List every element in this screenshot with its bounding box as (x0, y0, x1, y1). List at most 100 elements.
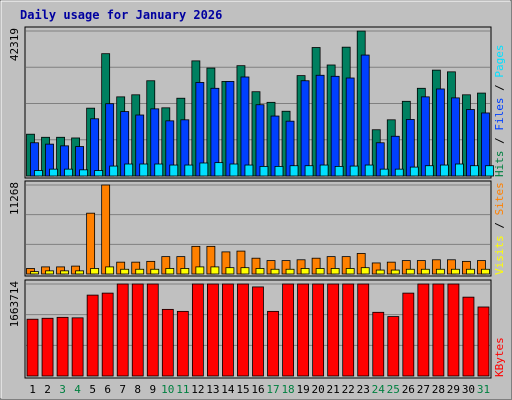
x-axis-labels: 1 2 3 4 5 6 7 8 9 10 11 12 13 14 15 16 17 18 19 20 21 22 23 24 2… (29, 383, 490, 396)
bar-kbytes-day-16 (252, 286, 264, 377)
bar-pages-day-19 (304, 165, 314, 177)
bar-files-day-16 (255, 104, 265, 177)
legend-entry-pages: Pages (493, 45, 506, 78)
bar-kbytes-day-7 (116, 283, 129, 377)
legend-bottom: KBytes (493, 337, 506, 377)
bar-visits-day-3 (60, 270, 69, 275)
bar-visits-day-25 (390, 269, 400, 275)
bar-visits-day-9 (150, 268, 160, 275)
bar-visits-day-23 (360, 267, 370, 275)
y-max-label: 42319 (8, 28, 21, 61)
x-tick-label: 25 (387, 383, 400, 396)
bar-visits-day-16 (255, 268, 265, 275)
bar-visits-day-2 (45, 270, 54, 275)
x-tick-label: 16 (251, 383, 264, 396)
bar-pages-day-9 (154, 163, 164, 177)
x-tick-label: 18 (281, 383, 294, 396)
x-tick-label: 24 (372, 383, 386, 396)
bar-files-day-19 (300, 80, 310, 177)
bar-kbytes-day-17 (267, 310, 279, 377)
x-tick-label: 10 (161, 383, 174, 396)
bar-kbytes-day-19 (297, 283, 309, 377)
legend-top: Hits / Files / Pages (493, 45, 506, 178)
bar-pages-day-10 (169, 164, 179, 177)
bar-pages-day-28 (439, 164, 449, 177)
chart-panels: 42319 11268 1663714 (8, 26, 494, 379)
bar-files-day-5 (90, 118, 100, 177)
x-tick-label: 12 (191, 383, 204, 396)
bar-pages-day-4 (79, 169, 88, 177)
bar-kbytes-day-18 (282, 283, 294, 377)
x-tick-label: 5 (89, 383, 96, 396)
legend-entry-visits: Visits (493, 235, 506, 275)
bar-pages-day-1 (34, 170, 43, 177)
bar-visits-day-15 (240, 267, 250, 275)
bar-pages-day-21 (334, 166, 344, 177)
legend-entry-kbytes: KBytes (493, 337, 506, 377)
bar-visits-day-8 (135, 268, 145, 275)
bar-kbytes-day-27 (417, 283, 430, 377)
bar-visits-day-26 (405, 268, 415, 275)
bar-pages-day-5 (94, 170, 104, 177)
bar-files-day-14 (225, 81, 235, 177)
bar-visits-day-19 (300, 268, 310, 275)
bar-kbytes-day-13 (207, 283, 219, 377)
bar-pages-day-15 (244, 164, 254, 177)
x-tick-label: 20 (312, 383, 325, 396)
bar-visits-day-22 (345, 268, 355, 275)
bar-files-day-12 (195, 82, 205, 177)
bar-kbytes-day-4 (71, 317, 84, 377)
bar-kbytes-day-30 (462, 296, 475, 377)
bar-kbytes-day-2 (41, 317, 54, 377)
bar-kbytes-day-9 (146, 283, 159, 377)
bar-kbytes-day-12 (191, 283, 204, 377)
legend-separator: / (493, 78, 506, 98)
bar-pages-day-8 (139, 163, 149, 177)
bar-visits-day-12 (195, 266, 205, 275)
bar-kbytes-day-25 (387, 316, 400, 377)
bar-visits-day-13 (210, 266, 220, 275)
bar-visits-day-24 (375, 269, 385, 275)
bar-pages-day-26 (409, 166, 419, 177)
bar-pages-day-24 (379, 168, 389, 177)
bar-files-day-22 (345, 77, 355, 177)
bar-kbytes-day-6 (101, 292, 114, 377)
bar-pages-day-25 (394, 168, 404, 177)
legend-entry-sites: Sites (493, 182, 506, 215)
bar-pages-day-3 (64, 168, 73, 177)
x-tick-label: 21 (327, 383, 340, 396)
legend-middle: Visits / Sites (493, 182, 506, 275)
bar-kbytes-day-1 (26, 318, 39, 377)
bar-visits-day-21 (330, 268, 340, 275)
x-tick-label: 11 (176, 383, 189, 396)
bar-kbytes-day-22 (342, 283, 355, 377)
x-tick-label: 8 (134, 383, 141, 396)
x-tick-label: 6 (104, 383, 111, 396)
bar-visits-day-1 (30, 271, 39, 275)
x-tick-label: 9 (149, 383, 156, 396)
legends: Hits / Files / Pages Visits / Sites KBytes (493, 45, 506, 378)
bar-kbytes-day-5 (86, 294, 99, 377)
legend-separator: / (493, 215, 506, 235)
bar-kbytes-day-20 (312, 283, 325, 377)
bar-visits-day-6 (105, 266, 115, 275)
bar-pages-day-22 (349, 165, 359, 177)
x-tick-label: 3 (59, 383, 66, 396)
x-tick-label: 14 (221, 383, 235, 396)
panel-hits-files-pages: 42319 (8, 26, 494, 179)
bar-sites-day-6 (101, 184, 111, 275)
bar-pages-day-14 (229, 163, 239, 177)
x-tick-label: 7 (119, 383, 126, 396)
bar-pages-day-31 (485, 165, 494, 177)
x-tick-label: 1 (29, 383, 36, 396)
x-tick-label: 15 (236, 383, 249, 396)
bar-pages-day-20 (319, 164, 329, 177)
bar-pages-day-18 (289, 165, 299, 177)
bar-kbytes-day-15 (237, 283, 249, 377)
bar-visits-day-17 (270, 268, 280, 275)
x-tick-label: 27 (417, 383, 430, 396)
bar-pages-day-11 (184, 164, 194, 177)
x-tick-label: 23 (357, 383, 370, 396)
bar-kbytes-day-10 (161, 308, 174, 377)
